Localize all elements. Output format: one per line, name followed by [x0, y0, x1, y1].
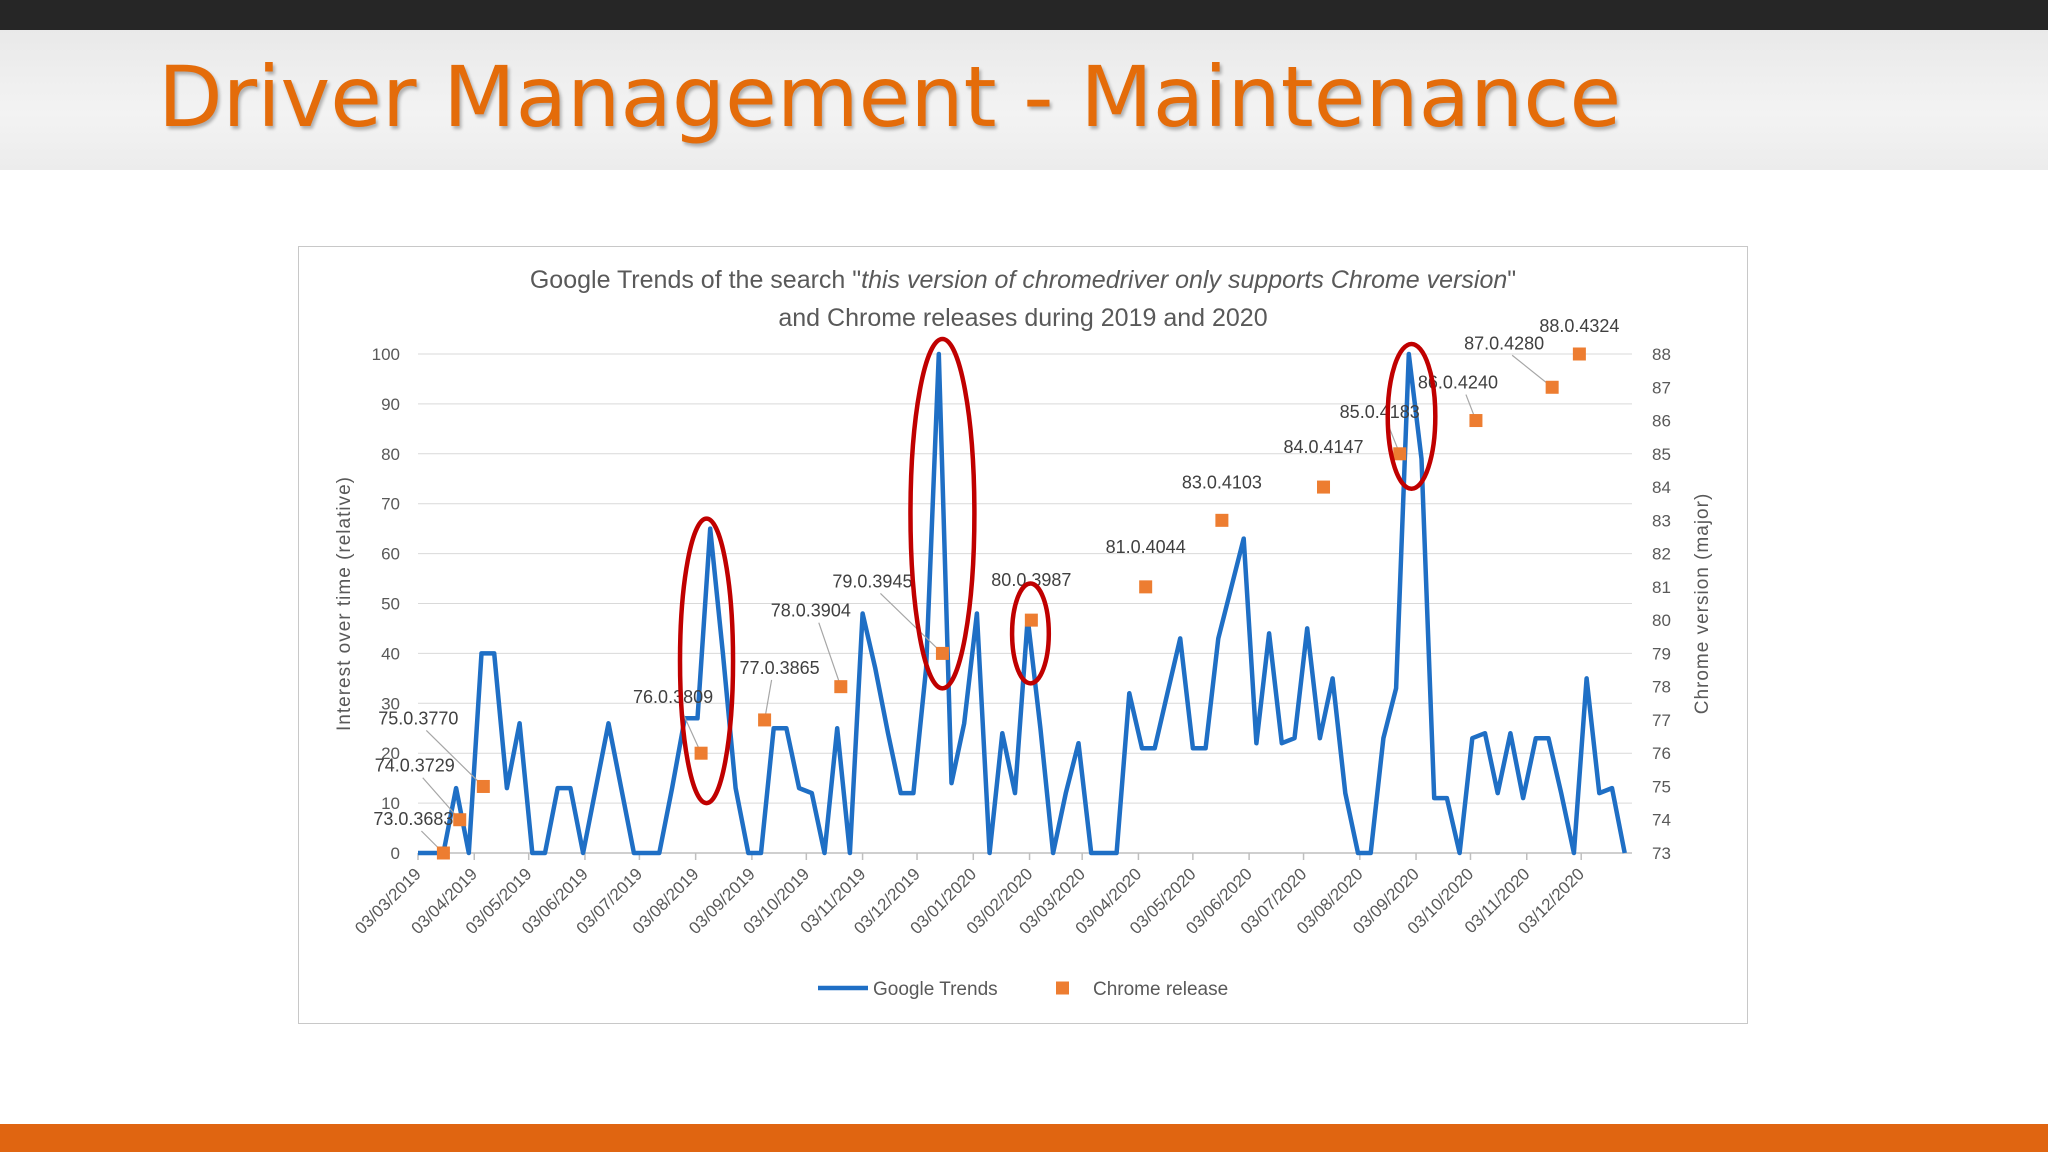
release-label: 74.0.3729 [375, 756, 455, 776]
chart-title-line: and Chrome releases during 2019 and 2020 [778, 304, 1267, 332]
y-tick-label: 30 [381, 694, 400, 713]
trends-chart: 0 10 20 30 40 50 60 70 80 90 100 73 74 75 76 77 78 79 80 81… [334, 266, 1713, 1000]
slide-title: Driver Management - Maintenance [158, 48, 1622, 146]
release-marker [476, 779, 490, 793]
series-line-google-trends [418, 351, 1627, 856]
release-marker [1139, 580, 1153, 594]
y-tick-label: 80 [381, 445, 400, 464]
y2-tick-label: 82 [1652, 545, 1671, 564]
release-marker [834, 680, 848, 694]
y2-tick-label: 81 [1652, 578, 1671, 597]
y2-tick-label: 73 [1652, 844, 1671, 863]
data-label-leader [880, 592, 943, 654]
release-label: 87.0.4280 [1464, 333, 1544, 353]
y2-tick-label: 86 [1652, 412, 1671, 431]
y2-tick-label: 87 [1652, 378, 1671, 397]
chart-title-segment: " [1507, 266, 1516, 294]
release-marker [453, 813, 467, 827]
y2-tick-label: 78 [1652, 678, 1671, 697]
highlight-ellipse [908, 336, 977, 691]
release-label: 83.0.4103 [1182, 472, 1262, 492]
release-marker [436, 846, 450, 860]
release-label: 80.0.3987 [991, 570, 1071, 590]
legend-label-chrome-release: Chrome release [1093, 979, 1228, 1000]
y2-tick-label: 75 [1652, 777, 1671, 796]
y2-tick-label: 85 [1652, 445, 1671, 464]
y-tick-label: 90 [381, 395, 400, 414]
y-tick-label: 10 [381, 794, 400, 813]
legend-marker-swatch [1056, 981, 1069, 995]
release-label: 84.0.4147 [1283, 437, 1363, 457]
release-marker [694, 746, 708, 760]
y-axis-title: Interest over time (relative) [334, 476, 355, 731]
release-marker [1215, 513, 1229, 527]
release-label: 81.0.4044 [1106, 537, 1186, 557]
chart-title-segment: Google Trends of the search " [530, 266, 861, 294]
release-label: 79.0.3945 [832, 571, 912, 591]
release-label: 75.0.3770 [378, 708, 458, 728]
data-label-leader [818, 622, 842, 687]
release-label: 88.0.4324 [1539, 316, 1619, 336]
release-label: 86.0.4240 [1418, 373, 1498, 393]
data-label-leader [1511, 354, 1553, 388]
chart-title-segment: and Chrome releases during 2019 and 2020 [778, 304, 1267, 332]
header-band [0, 30, 2048, 170]
y2-tick-label: 80 [1652, 611, 1671, 630]
chart-frame [298, 246, 1748, 1024]
release-marker [1469, 414, 1483, 428]
highlight-ellipse [677, 516, 736, 806]
release-label: 85.0.4183 [1340, 402, 1420, 422]
highlight-ellipse [1385, 341, 1438, 491]
y-tick-label: 50 [381, 595, 400, 614]
release-marker [935, 646, 949, 660]
release-marker [1545, 380, 1559, 394]
release-marker [1024, 613, 1038, 627]
legend-label-google-trends: Google Trends [873, 979, 998, 1000]
y-tick-label: 0 [391, 844, 400, 863]
y-tick-label: 100 [372, 345, 400, 364]
release-marker [1393, 447, 1407, 461]
release-marker [1317, 480, 1331, 494]
y2-tick-label: 83 [1652, 511, 1671, 530]
release-marker [1572, 347, 1586, 361]
release-marker [758, 713, 772, 727]
release-label: 77.0.3865 [740, 658, 820, 678]
y2-tick-label: 76 [1652, 744, 1671, 763]
chart-title-line: Google Trends of the search "this versio… [530, 266, 1516, 294]
data-label-leader [680, 708, 702, 754]
y2-tick-label: 74 [1652, 811, 1671, 830]
highlight-ellipse [1009, 581, 1052, 686]
y2-tick-label: 77 [1652, 711, 1671, 730]
y2-tick-label: 88 [1652, 345, 1671, 364]
release-label: 73.0.3683 [373, 809, 453, 829]
y-tick-label: 20 [381, 744, 400, 763]
y-tick-label: 60 [381, 545, 400, 564]
y2-axis-title: Chrome version (major) [1692, 493, 1713, 715]
release-label: 76.0.3809 [633, 687, 713, 707]
y2-tick-label: 84 [1652, 478, 1671, 497]
bottom-bar [0, 1124, 2048, 1152]
y-tick-label: 40 [381, 644, 400, 663]
y-tick-label: 70 [381, 495, 400, 514]
chart-title-segment: this version of chromedriver only suppor… [861, 266, 1507, 294]
data-label-leader [422, 777, 461, 821]
data-label-leader [764, 679, 773, 721]
release-label: 78.0.3904 [771, 601, 851, 621]
data-label-leader [425, 730, 484, 787]
top-bar [0, 0, 2048, 30]
y2-tick-label: 79 [1652, 644, 1671, 663]
